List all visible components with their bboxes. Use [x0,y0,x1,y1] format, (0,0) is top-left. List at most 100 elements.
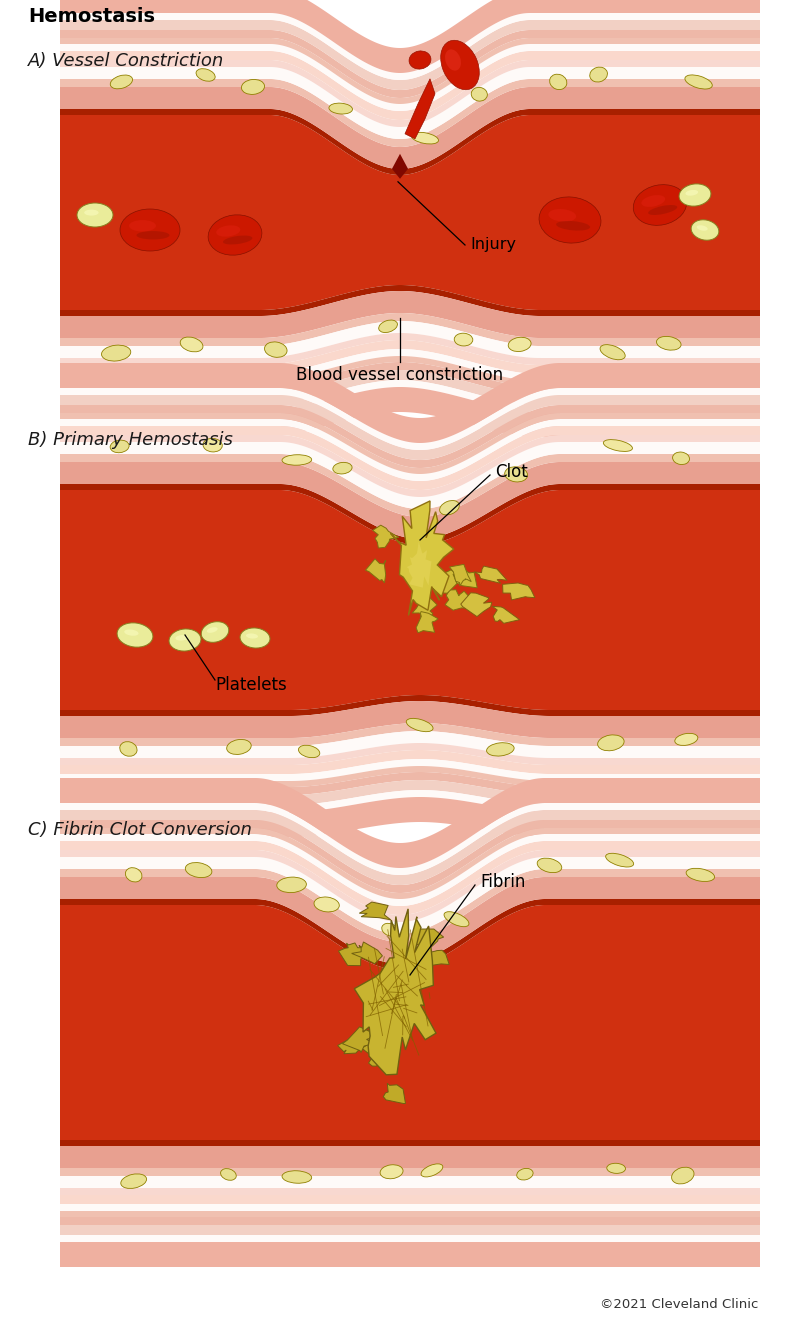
Ellipse shape [550,74,567,90]
Ellipse shape [673,452,690,464]
Polygon shape [60,1146,760,1168]
Ellipse shape [674,733,698,745]
Polygon shape [60,290,760,338]
Ellipse shape [606,854,634,867]
Polygon shape [60,381,760,412]
Polygon shape [354,908,436,1075]
Polygon shape [60,906,760,1140]
Polygon shape [60,404,760,468]
Ellipse shape [277,876,306,892]
Polygon shape [405,78,435,139]
Polygon shape [60,285,760,316]
Polygon shape [60,20,760,90]
Ellipse shape [537,858,562,873]
Polygon shape [461,593,492,617]
Polygon shape [492,606,520,623]
Polygon shape [366,558,386,583]
Ellipse shape [686,869,714,882]
Polygon shape [60,766,760,788]
Polygon shape [60,461,760,538]
Ellipse shape [206,627,218,633]
Polygon shape [338,943,369,965]
Text: A) Vessel Constriction: A) Vessel Constriction [28,52,224,70]
Text: Blood vessel constriction: Blood vessel constriction [297,366,503,385]
Ellipse shape [208,215,262,255]
Polygon shape [445,590,472,610]
Polygon shape [352,941,382,964]
Polygon shape [474,566,507,583]
Polygon shape [440,570,461,593]
Polygon shape [60,701,760,739]
Ellipse shape [120,210,180,251]
Ellipse shape [180,337,203,351]
Polygon shape [60,333,760,365]
Ellipse shape [598,735,624,751]
Ellipse shape [454,333,473,346]
Polygon shape [60,1204,760,1211]
Polygon shape [424,951,449,968]
Polygon shape [416,611,438,633]
Polygon shape [60,1242,760,1268]
Polygon shape [342,1026,374,1053]
Polygon shape [60,1235,760,1242]
Ellipse shape [380,1164,403,1179]
Ellipse shape [282,1171,312,1183]
Polygon shape [60,810,760,884]
Text: B) Primary Hemostasis: B) Primary Hemostasis [28,431,233,450]
Polygon shape [60,389,760,450]
Polygon shape [338,1034,370,1054]
Polygon shape [60,419,760,481]
Ellipse shape [382,923,398,936]
Ellipse shape [333,463,352,473]
Ellipse shape [642,195,665,207]
Polygon shape [60,778,760,869]
Ellipse shape [120,741,137,756]
Polygon shape [60,743,760,765]
Text: Fibrin: Fibrin [480,873,526,891]
Ellipse shape [169,629,201,651]
Polygon shape [60,60,760,127]
Ellipse shape [298,745,320,757]
Polygon shape [60,88,760,168]
Ellipse shape [226,740,251,754]
Polygon shape [60,38,760,103]
Polygon shape [60,362,760,395]
Ellipse shape [126,867,142,882]
Polygon shape [60,115,760,310]
Text: C) Fibrin Clot Conversion: C) Fibrin Clot Conversion [28,821,252,839]
Ellipse shape [691,220,719,240]
Ellipse shape [508,337,531,351]
Polygon shape [60,80,760,147]
Polygon shape [60,1188,760,1195]
Ellipse shape [672,1167,694,1184]
Ellipse shape [686,190,698,196]
Ellipse shape [117,623,153,647]
Ellipse shape [590,68,607,82]
Polygon shape [60,804,760,875]
Polygon shape [60,876,760,964]
Ellipse shape [314,896,339,912]
Polygon shape [60,484,760,545]
Polygon shape [60,355,760,387]
Polygon shape [502,583,535,599]
Polygon shape [453,570,478,587]
Polygon shape [407,541,431,587]
Polygon shape [60,109,760,175]
Ellipse shape [110,76,133,89]
Polygon shape [60,426,760,491]
Ellipse shape [378,320,398,333]
Polygon shape [60,13,760,80]
Polygon shape [412,597,437,619]
Ellipse shape [265,342,287,357]
Polygon shape [60,850,760,922]
Ellipse shape [242,80,265,94]
Ellipse shape [216,225,240,237]
Ellipse shape [445,49,461,70]
Polygon shape [60,723,760,747]
Polygon shape [60,772,760,796]
Ellipse shape [505,467,527,481]
Ellipse shape [471,88,487,101]
Ellipse shape [221,1168,236,1180]
Polygon shape [60,790,760,812]
Polygon shape [60,30,760,98]
